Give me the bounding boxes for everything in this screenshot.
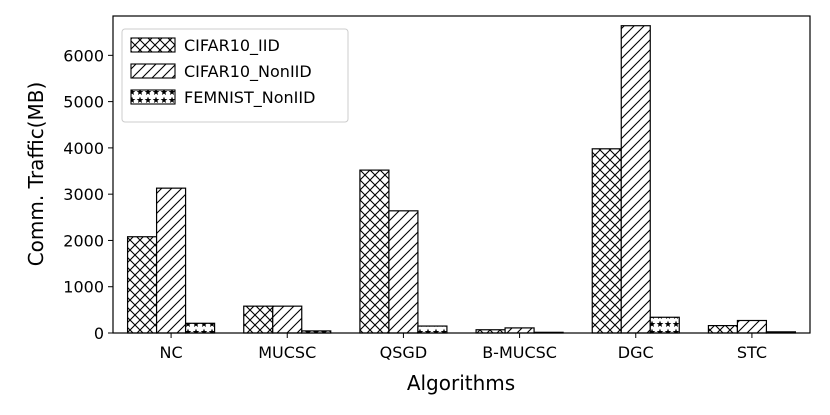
y-tick-label: 3000 xyxy=(63,185,104,204)
y-tick-label: 4000 xyxy=(63,139,104,158)
y-tick-label: 2000 xyxy=(63,231,104,250)
x-axis-label: Algorithms xyxy=(407,371,515,395)
bar-dgc-series-3 xyxy=(649,316,680,334)
bar-qsgd-series-3 xyxy=(417,325,448,334)
bar-mucsc-series-2 xyxy=(272,305,303,334)
x-tick-label: MUCSC xyxy=(258,343,316,362)
bar-stc-series-1 xyxy=(707,324,739,334)
bar-stc-series-2 xyxy=(736,319,768,334)
legend-box xyxy=(121,28,349,123)
legend-swatch xyxy=(130,37,176,53)
x-tick-label: NC xyxy=(160,343,183,362)
bar-dgc-series-1 xyxy=(591,148,622,334)
legend-swatch xyxy=(130,89,176,105)
legend: CIFAR10_IID CIFAR10_NonIID FEMNIST_NonIID xyxy=(121,28,349,123)
bar-nc-series-3 xyxy=(184,322,216,334)
legend-label: CIFAR10_IID xyxy=(184,36,280,56)
x-tick-label: B-MUCSC xyxy=(482,343,557,362)
y-tick-label: 5000 xyxy=(63,93,104,112)
y-tick-label: 0 xyxy=(94,324,104,343)
bar-qsgd-series-2 xyxy=(388,210,419,334)
plot-frame xyxy=(112,15,811,334)
x-tick-label: DGC xyxy=(618,343,654,362)
axes-layer: NC MUCSC QSGD B-MUCSC DGC STC 0 1000 2000 3000 400… xyxy=(63,15,811,362)
y-axis-label: Comm. Traffic(MB) xyxy=(24,82,48,267)
bar-qsgd-series-1 xyxy=(359,169,390,334)
bar-b-mucsc-series-2 xyxy=(504,327,535,334)
legend-label: FEMNIST_NonIID xyxy=(184,88,315,108)
x-tick-label: QSGD xyxy=(380,343,427,362)
y-tick-label: 6000 xyxy=(63,46,104,65)
x-tick-label: STC xyxy=(737,343,767,362)
legend-swatch xyxy=(130,63,176,79)
bar-nc-series-1 xyxy=(126,236,158,334)
bars-layer xyxy=(126,25,797,334)
bar-nc-series-2 xyxy=(155,187,187,334)
bar-dgc-series-2 xyxy=(620,25,651,334)
y-tick-label: 1000 xyxy=(63,278,104,297)
legend-label: CIFAR10_NonIID xyxy=(184,62,312,82)
bar-mucsc-series-1 xyxy=(243,305,274,334)
